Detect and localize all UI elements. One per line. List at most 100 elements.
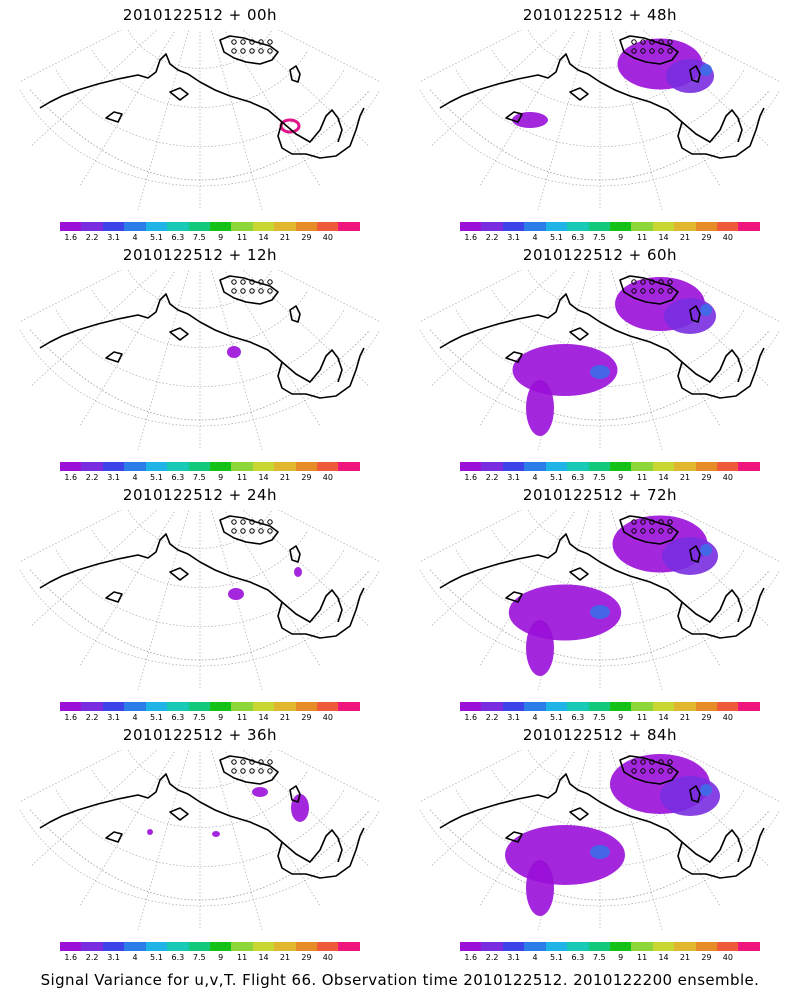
colorbar-labels: 1.6 2.2 3.1 4 5.1 6.3 7.5 9 11 14 21 29 40 [460,233,760,243]
island [267,48,273,54]
map-boundary [429,809,771,901]
colorbar-tick-label: 11 [237,233,248,242]
variance-contour [700,304,712,316]
colorbar-tick-label: 9 [218,233,224,242]
colorbar-tick-label: 7.5 [192,953,206,962]
forecast-panel: 2010122512 + 60h 1.6 2.2 3.1 4 5.1 6.3 7.5 9 11 14… [400,240,800,482]
variance-contour [590,605,610,619]
panel-title: 2010122512 + 12h [122,246,278,264]
colorbar-swatch [481,222,503,231]
colorbar-swatch [317,222,339,231]
island [658,528,664,534]
coastline [689,785,701,803]
map-grid [20,30,380,210]
colorbar-tick-label: 4 [132,953,138,962]
colorbar-tick-label: 11 [637,953,648,962]
colorbar-tick-label: 1.6 [464,473,478,482]
colorbar [60,462,360,471]
island [267,288,273,294]
coastline [277,107,365,159]
colorbar-swatch [588,222,610,231]
colorbar-tick-label: 29 [301,713,312,722]
colorbar-swatch [209,222,232,231]
coastline [677,827,765,879]
colorbar-tick-label: 9 [218,473,224,482]
colorbar-tick-label: 14 [658,713,669,722]
colorbar-tick-label: 2.2 [85,713,99,722]
forecast-panel: 2010122512 + 00h 1.6 2.2 3.1 4 5.1 6.3 7.5 9 11 14… [0,0,400,242]
colorbar-tick-label: 29 [301,953,312,962]
colorbar-swatch [717,222,739,231]
forecast-panel: 2010122512 + 84h 1.6 2.2 3.1 4 5.1 6.3 7.5 9 11 14… [400,720,800,962]
colorbar-tick-label: 6.3 [571,233,585,242]
colorbar-swatch [524,462,546,471]
colorbar [460,942,760,951]
colorbar-swatch [567,942,589,951]
forecast-panel: 2010122512 + 24h 1.6 2.2 3.1 4 5.1 6.3 7.5 9 11 14… [0,480,400,722]
coastline [439,293,743,383]
coastline [105,831,123,843]
colorbar-tick-label: 1.6 [64,233,78,242]
colorbar-swatch [738,702,760,711]
coastline [169,807,189,821]
island [658,759,664,765]
colorbar-labels: 1.6 2.2 3.1 4 5.1 6.3 7.5 9 11 14 21 29 40 [60,473,360,483]
colorbar [60,942,360,951]
coastline [439,53,743,143]
variance-contour [590,365,610,379]
island [667,279,673,285]
coastline [569,327,589,341]
colorbar-swatch [188,222,210,231]
island [231,48,237,54]
colorbar-swatch [338,702,360,711]
coastline [505,111,523,123]
coastline [105,111,123,123]
colorbar-swatch [481,462,503,471]
island [240,759,246,765]
island [658,768,664,774]
island [640,48,646,54]
colorbar-swatch [738,942,760,951]
colorbar-swatch [631,222,653,231]
island [631,528,637,534]
polar-map [420,510,780,690]
polar-map [20,270,380,450]
variance-contour [700,64,712,76]
colorbar-tick-label: 11 [637,233,648,242]
colorbar-tick-label: 7.5 [192,713,206,722]
colorbar-tick-label: 2.2 [85,233,99,242]
colorbar-swatch [460,222,482,231]
colorbar-tick-label: 6.3 [171,473,185,482]
map-boundary [429,329,771,421]
island [249,528,255,534]
island [649,39,655,45]
colorbar-swatch [695,942,718,951]
colorbar-swatch [338,462,360,471]
colorbar-tick-label: 21 [679,233,691,242]
island [240,39,246,45]
colorbar-swatch [545,222,568,231]
polar-map [420,270,780,450]
island [658,279,664,285]
colorbar-tick-label: 21 [279,953,291,962]
colorbar-swatch [60,942,82,951]
colorbar-swatch [317,702,339,711]
island [231,759,237,765]
island [249,519,255,525]
colorbar-labels: 1.6 2.2 3.1 4 5.1 6.3 7.5 9 11 14 21 29 40 [60,953,360,963]
island [640,519,646,525]
variance-contour [660,776,720,816]
colorbar-tick-label: 40 [722,713,733,722]
colorbar-swatch [124,462,146,471]
island [231,519,237,525]
coastline [569,567,589,581]
colorbar-tick-label: 2.2 [85,953,99,962]
colorbar-swatch [252,222,275,231]
colorbar-tick-label: 6.3 [571,953,585,962]
colorbar-swatch [738,222,760,231]
island [649,759,655,765]
coastline [219,275,279,305]
colorbar-swatch [295,222,318,231]
colorbar-swatch [209,942,232,951]
map-grid [20,510,380,690]
